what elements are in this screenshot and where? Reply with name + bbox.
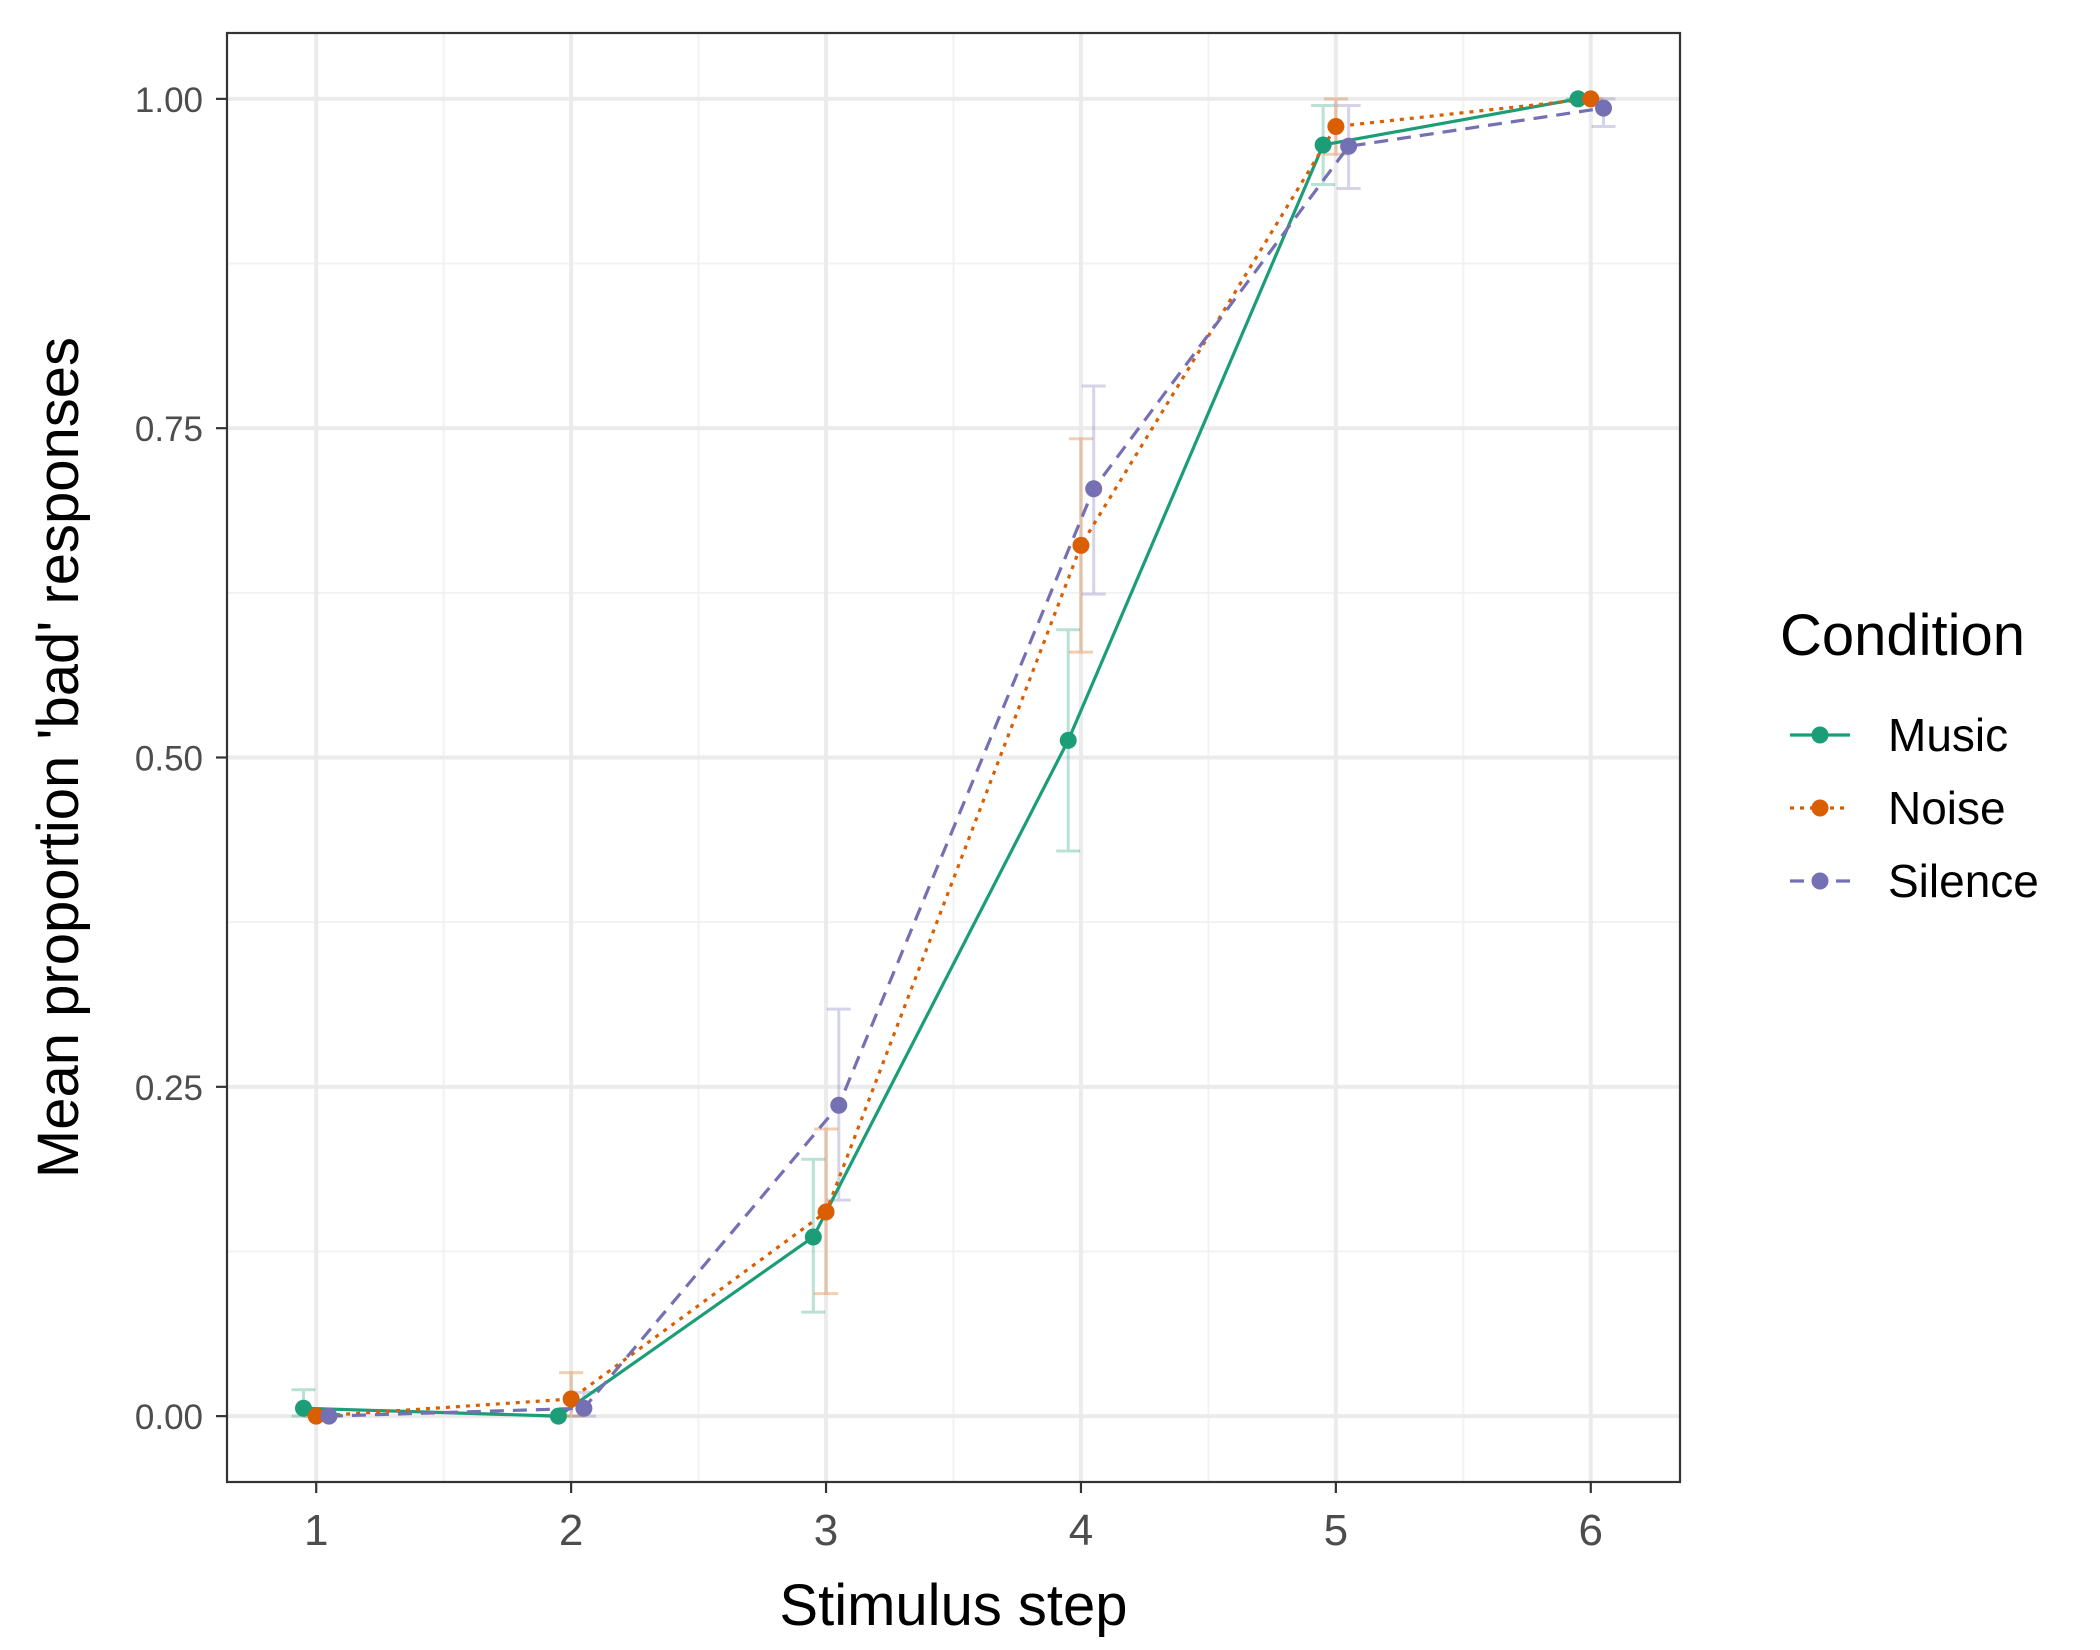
data-point-noise bbox=[307, 1407, 325, 1425]
legend-item-music: Music bbox=[1790, 709, 2008, 761]
series-line-silence bbox=[328, 106, 1604, 1418]
data-point-music bbox=[804, 1228, 822, 1246]
data-point-noise bbox=[1327, 118, 1345, 136]
x-tick-label: 6 bbox=[1579, 1506, 1603, 1555]
data-point-noise bbox=[1582, 90, 1600, 108]
x-tick-label: 2 bbox=[559, 1506, 583, 1555]
y-tick-label: 0.75 bbox=[135, 410, 203, 449]
y-tick-label: 0.50 bbox=[135, 740, 203, 779]
legend-label: Music bbox=[1888, 709, 2008, 761]
y-tick-label: 1.00 bbox=[135, 81, 203, 120]
data-points bbox=[294, 90, 1613, 1425]
legend-key-point bbox=[1811, 726, 1829, 744]
grid-lines bbox=[227, 33, 1680, 1482]
data-point-music bbox=[549, 1407, 567, 1425]
data-point-music bbox=[1059, 731, 1077, 749]
legend-item-noise: Noise bbox=[1790, 782, 2006, 834]
x-axis-title: Stimulus step bbox=[779, 1573, 1127, 1638]
data-point-noise bbox=[562, 1390, 580, 1408]
data-point-music bbox=[1569, 90, 1587, 108]
legend-key-point bbox=[1811, 799, 1829, 817]
x-tick-label: 3 bbox=[814, 1506, 838, 1555]
legend-label: Silence bbox=[1888, 855, 2039, 907]
data-point-silence bbox=[830, 1096, 848, 1114]
x-tick-label: 4 bbox=[1069, 1506, 1093, 1555]
series-lines bbox=[303, 97, 1604, 1418]
y-axis-title: Mean proportion 'bad' responses bbox=[26, 337, 91, 1178]
legend-label: Noise bbox=[1888, 782, 2006, 834]
y-axis-ticks: 0.00 0.25 0.50 0.75 1.00 bbox=[135, 81, 227, 1437]
data-point-music bbox=[1314, 136, 1332, 154]
y-tick-label: 0.00 bbox=[135, 1398, 203, 1437]
series-line-music bbox=[303, 97, 1579, 1418]
data-point-noise bbox=[817, 1203, 835, 1221]
legend-key-point bbox=[1811, 872, 1829, 890]
legend-items: Music Noise Silence bbox=[1790, 709, 2039, 907]
legend: Condition Music Noise Silence bbox=[1780, 603, 2039, 907]
data-point-noise bbox=[1072, 536, 1090, 554]
data-point-silence bbox=[1340, 137, 1358, 155]
data-point-music bbox=[294, 1399, 312, 1417]
data-point-silence bbox=[1595, 99, 1613, 117]
legend-title: Condition bbox=[1780, 603, 2025, 668]
y-tick-label: 0.25 bbox=[135, 1069, 203, 1108]
legend-item-silence: Silence bbox=[1790, 855, 2039, 907]
data-point-silence bbox=[320, 1407, 338, 1425]
x-tick-label: 1 bbox=[304, 1506, 328, 1555]
data-point-silence bbox=[1085, 480, 1103, 498]
x-axis-ticks: 1 2 3 4 5 6 bbox=[304, 1482, 1603, 1555]
data-point-silence bbox=[575, 1399, 593, 1417]
series-line-noise bbox=[316, 97, 1591, 1418]
x-tick-label: 5 bbox=[1324, 1506, 1348, 1555]
